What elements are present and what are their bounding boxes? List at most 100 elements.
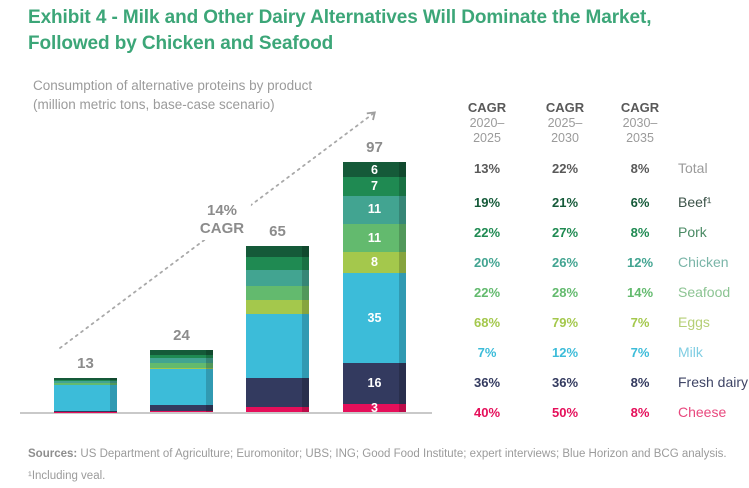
segment-chicken xyxy=(150,358,213,364)
bar-total-label: 97 xyxy=(366,139,383,157)
column-header: CAGR 2030– 2035 xyxy=(620,100,660,145)
chart-subtitle-line2: (million metric tons, base-case scenario… xyxy=(33,97,275,112)
segment-eggs xyxy=(246,299,309,315)
segment-beef xyxy=(246,245,309,258)
cagr-value: 21% xyxy=(551,194,579,210)
segment-fresh-dairy: 16 xyxy=(343,363,406,405)
segment-fresh-dairy xyxy=(54,410,117,412)
bar-total-label: 13 xyxy=(77,354,94,372)
footer: Sources: US Department of Agriculture; E… xyxy=(28,447,738,484)
segment-milk xyxy=(150,368,213,406)
row-label: Seafood xyxy=(678,284,731,300)
row-label: Cheese xyxy=(678,404,727,420)
stacked-bar-4: 97 6 7 11 11 8 35 16 3 xyxy=(343,139,406,414)
cagr-value: 22% xyxy=(551,160,579,176)
cagr-value: 12% xyxy=(551,344,579,360)
segment-pork: 7 xyxy=(343,177,406,196)
cagr-value: 22% xyxy=(473,224,501,240)
segment-value-label: 16 xyxy=(367,376,382,391)
segment-eggs xyxy=(150,367,213,369)
cagr-value: 79% xyxy=(551,314,579,330)
cagr-value: 22% xyxy=(473,284,501,300)
segment-seafood xyxy=(246,285,309,300)
cagr-table: CAGR 2020– 2025 CAGR 2025– 2030 CAGR 2030– 2035 1… xyxy=(455,100,749,427)
segment-beef xyxy=(54,377,117,380)
column-header: CAGR 2025– 2030 xyxy=(545,100,585,145)
cagr-value: 8% xyxy=(630,404,650,420)
table-row-chicken: 20% 26% 12% Chicken xyxy=(455,247,749,277)
bar-total-label: 24 xyxy=(173,327,190,345)
chart-subtitle-line1: Consumption of alternative proteins by p… xyxy=(33,78,313,93)
segment-eggs: 8 xyxy=(343,252,406,273)
row-label: Beef¹ xyxy=(678,194,712,210)
footnote-including-veal: ¹Including veal. xyxy=(28,470,106,482)
segment-milk: 35 xyxy=(343,272,406,363)
stacked-bar-3: 65 xyxy=(246,223,309,413)
segment-beef xyxy=(150,350,213,355)
segment-value-label: 35 xyxy=(367,310,382,325)
cagr-value: 14% xyxy=(626,284,654,300)
table-row-seafood: 22% 28% 14% Seafood xyxy=(455,277,749,307)
sources-text: US Department of Agriculture; Euromonito… xyxy=(77,448,727,460)
cagr-annotation: 14% CAGR xyxy=(192,200,252,240)
segment-value-label: 6 xyxy=(371,162,378,177)
segment-chicken xyxy=(246,270,309,286)
row-label: Total xyxy=(678,160,708,176)
table-row-milk: 7% 12% 7% Milk xyxy=(455,337,749,367)
table-row-pork: 22% 27% 8% Pork xyxy=(455,217,749,247)
cagr-value: 68% xyxy=(473,314,501,330)
segment-value-label: 7 xyxy=(371,179,378,194)
table-row-total: 13% 22% 8% Total xyxy=(455,153,749,183)
column-header: CAGR 2020– 2025 xyxy=(467,100,507,145)
stacked-bar-chart: 14% CAGR 13 24 65 97 6 7 11 11 8 35 16 3 xyxy=(20,100,444,414)
cagr-value: 13% xyxy=(473,160,501,176)
cagr-value: 19% xyxy=(473,194,501,210)
cagr-value: 7% xyxy=(477,344,497,360)
cagr-value: 27% xyxy=(551,224,579,240)
segment-fresh-dairy xyxy=(150,405,213,412)
row-label: Chicken xyxy=(678,254,729,270)
row-label: Eggs xyxy=(678,314,710,330)
dotted-trend-line xyxy=(59,111,376,349)
chart-subtitle: Consumption of alternative proteins by p… xyxy=(33,76,312,114)
sources-note: Sources: US Department of Agriculture; E… xyxy=(28,447,738,462)
segment-seafood xyxy=(150,363,213,368)
cagr-value: 36% xyxy=(551,374,579,390)
segment-value-label: 11 xyxy=(367,230,382,245)
table-row-eggs: 68% 79% 7% Eggs xyxy=(455,307,749,337)
cagr-value: 36% xyxy=(473,374,501,390)
segment-fresh-dairy xyxy=(246,378,309,407)
table-row-fresh-dairy: 36% 36% 8% Fresh dairy xyxy=(455,367,749,397)
cagr-annotation-value: 14% xyxy=(206,202,238,219)
cagr-value: 40% xyxy=(473,404,501,420)
segment-chicken xyxy=(54,381,117,383)
cagr-value: 6% xyxy=(630,194,650,210)
segment-seafood: 11 xyxy=(343,223,406,253)
segment-cheese xyxy=(150,411,213,412)
segment-value-label: 11 xyxy=(367,202,382,217)
cagr-value: 8% xyxy=(630,224,650,240)
table-row-beef: 19% 21% 6% Beef¹ xyxy=(455,187,749,217)
segment-pork xyxy=(150,354,213,359)
cagr-value: 50% xyxy=(551,404,579,420)
x-axis-baseline xyxy=(20,412,432,414)
segment-pork xyxy=(54,379,117,382)
bar-total-label: 65 xyxy=(269,222,286,240)
cagr-annotation-label: CAGR xyxy=(199,220,245,237)
cagr-value: 26% xyxy=(551,254,579,270)
segment-chicken: 11 xyxy=(343,195,406,224)
bars-container: 13 24 65 97 6 7 11 11 8 35 16 3 xyxy=(20,100,444,414)
cagr-value: 7% xyxy=(630,314,650,330)
row-label: Fresh dairy xyxy=(678,374,749,390)
segment-cheese: 3 xyxy=(343,402,406,414)
row-label: Pork xyxy=(678,224,707,240)
segment-milk xyxy=(246,314,309,379)
cagr-value: 20% xyxy=(473,254,501,270)
cagr-value: 8% xyxy=(630,160,650,176)
cagr-value: 28% xyxy=(551,284,579,300)
segment-value-label: 8 xyxy=(371,255,378,270)
cagr-value: 8% xyxy=(630,374,650,390)
cagr-value: 7% xyxy=(630,344,650,360)
cagr-trend-arrow xyxy=(59,111,376,349)
